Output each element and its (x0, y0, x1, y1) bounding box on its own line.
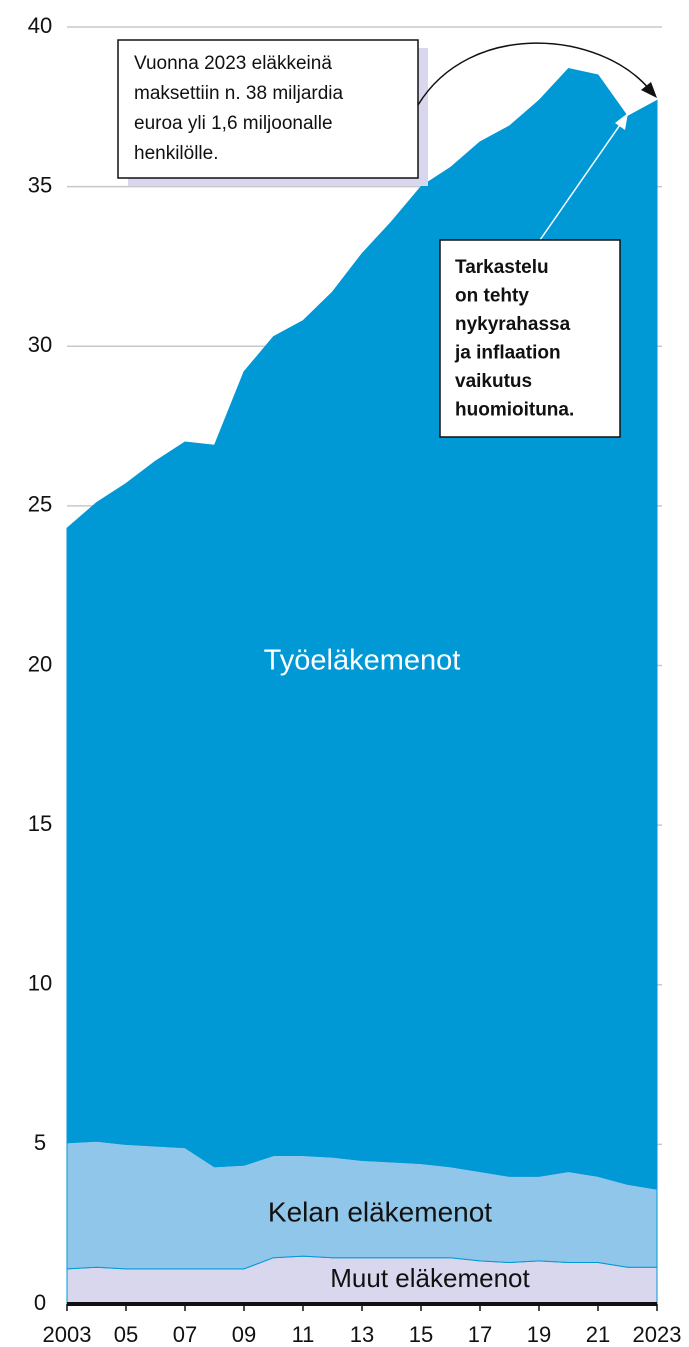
y-tick-label: 10 (28, 971, 52, 996)
x-tick-label: 05 (114, 1322, 138, 1347)
x-tick-label: 13 (350, 1322, 374, 1347)
annotation-text: euroa yli 1,6 miljoonalle (134, 113, 333, 134)
annotation-box (439, 239, 621, 438)
x-tick-label: 2023 (633, 1322, 682, 1347)
y-tick-label: 20 (28, 651, 52, 676)
x-tick-label: 2003 (43, 1322, 92, 1347)
annotation-text: ja inflaation (454, 343, 561, 364)
annotation-text: Tarkastelu (455, 257, 549, 278)
annotation-text: huomioituna. (455, 400, 574, 421)
x-tick-label: 17 (468, 1322, 492, 1347)
x-tick-label: 21 (586, 1322, 610, 1347)
arrowhead (641, 82, 657, 98)
annotation-text: vaikutus (455, 371, 532, 392)
annotation-text: on tehty (455, 286, 529, 307)
area (66, 67, 658, 1190)
x-tick-label: 15 (409, 1322, 433, 1347)
x-tick-label: 19 (527, 1322, 551, 1347)
annotation-box (117, 39, 419, 179)
annotation-text: nykyrahassa (455, 314, 571, 335)
series-label: Muut eläkemenot (330, 1263, 530, 1293)
y-tick-label: 30 (28, 332, 52, 357)
arrow (417, 42, 651, 106)
y-tick-label: 5 (34, 1130, 46, 1155)
x-tick-label: 11 (292, 1322, 315, 1347)
arrow (539, 121, 623, 241)
y-tick-label: 15 (28, 811, 52, 836)
y-tick-label: 35 (28, 172, 52, 197)
x-tick-label: 07 (173, 1322, 197, 1347)
y-tick-label: 40 (28, 13, 52, 38)
arrowhead (615, 113, 628, 130)
y-tick-label: 25 (28, 492, 52, 517)
y-tick-label: 0 (34, 1290, 46, 1315)
annotation-text: henkilölle. (134, 143, 219, 164)
annotation-text: maksettiin n. 38 miljardia (134, 83, 344, 104)
series-label: Työeläkemenot (264, 645, 461, 677)
annotation-text: Vuonna 2023 eläkkeinä (134, 53, 332, 74)
x-tick-label: 09 (232, 1322, 256, 1347)
series-label: Kelan eläkemenot (268, 1196, 492, 1227)
